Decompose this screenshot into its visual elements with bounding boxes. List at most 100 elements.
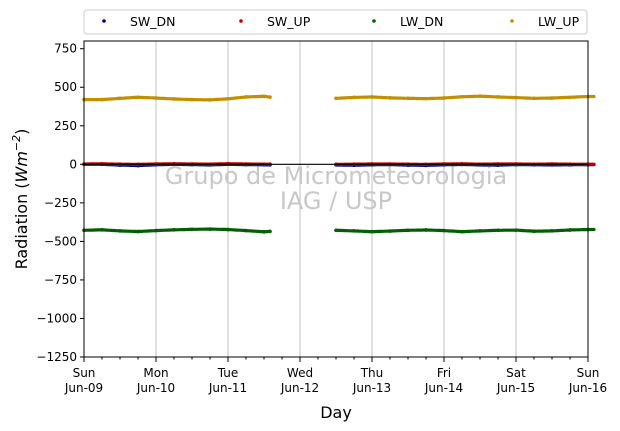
data-point: [568, 95, 572, 100]
grid-lines: [83, 41, 589, 357]
x-tick-label-date: Jun-12: [280, 381, 319, 395]
data-point: [190, 97, 194, 102]
y-tick-label: 750: [54, 42, 77, 56]
data-point: [532, 229, 536, 234]
data-point: [496, 228, 500, 233]
data-point: [136, 229, 140, 234]
y-axis-title: Radiation (Wm−2): [10, 129, 31, 270]
legend: SW_DN SW_UP LW_DN LW_UP: [83, 9, 588, 35]
y-title-prefix: Radiation (: [12, 182, 31, 269]
data-point: [514, 228, 518, 232]
data-point: [478, 94, 482, 98]
data-point: [268, 95, 272, 99]
series-lw-up: [82, 94, 596, 102]
x-tick-label-date: Jun-14: [424, 381, 463, 395]
y-title-exponent: −2: [10, 135, 23, 151]
data-point: [460, 95, 464, 99]
legend-label: SW_DN: [130, 14, 176, 29]
data-point: [550, 229, 554, 233]
data-point: [370, 95, 374, 99]
data-point: [226, 97, 230, 101]
x-tick-label-day: Sun: [577, 366, 600, 380]
data-point: [172, 228, 176, 232]
y-tick-label: −500: [44, 234, 77, 248]
x-axis: SunJun-09MonJun-10TueJun-11WedJun-12ThuJ…: [64, 357, 607, 395]
y-tick-label: −1250: [36, 350, 77, 364]
watermark: Grupo de Micrometeorologia IAG / USP: [165, 162, 507, 215]
watermark-line-2: IAG / USP: [280, 187, 392, 215]
legend-marker: [239, 19, 243, 23]
data-point: [568, 228, 572, 232]
data-point: [460, 229, 464, 234]
series-lw-dn: [82, 227, 596, 234]
y-tick-label: 250: [54, 119, 77, 133]
x-tick-label-date: Jun-13: [352, 381, 391, 395]
legend-marker: [102, 19, 106, 23]
x-tick-label-day: Fri: [437, 366, 451, 380]
data-point: [352, 229, 356, 233]
data-point: [442, 96, 446, 100]
data-point: [352, 95, 356, 100]
data-point: [118, 229, 122, 233]
data-point: [154, 96, 158, 100]
y-tick-label: −250: [44, 196, 77, 210]
x-tick-label-day: Tue: [217, 366, 239, 380]
data-point: [268, 229, 272, 234]
data-point: [154, 228, 158, 233]
data-point: [514, 95, 518, 100]
data-point: [334, 96, 338, 101]
x-tick-label-date: Jun-11: [208, 381, 247, 395]
y-tick-label: −1000: [36, 311, 77, 325]
data-point: [262, 94, 266, 99]
data-point: [172, 97, 176, 101]
data-point: [226, 161, 230, 166]
y-tick-label: 0: [69, 157, 77, 171]
data-point: [100, 97, 104, 102]
data-point: [388, 229, 392, 233]
x-tick-label-day: Mon: [143, 366, 168, 380]
series-line: [334, 227, 596, 234]
x-axis-title: Day: [320, 403, 352, 422]
data-point: [442, 228, 446, 233]
legend-marker: [510, 19, 514, 23]
legend-label: LW_UP: [538, 14, 580, 29]
data-point: [406, 228, 410, 233]
data-point: [388, 96, 392, 100]
x-tick-label-day: Thu: [360, 366, 384, 380]
legend-label: LW_DN: [400, 14, 443, 29]
y-title-suffix: ): [12, 129, 31, 135]
data-point: [262, 230, 266, 234]
y-title-unit: Wm: [12, 151, 31, 182]
data-point: [244, 228, 248, 233]
x-tick-label-day: Sun: [73, 366, 96, 380]
y-axis: −1250 −1000 −750 −500 −250 0 250 500 750: [36, 42, 84, 364]
data-point: [226, 227, 230, 232]
data-point: [118, 96, 122, 101]
x-tick-label-day: Sat: [506, 366, 526, 380]
legend-marker: [372, 19, 376, 23]
data-point: [334, 228, 338, 233]
data-point: [478, 229, 482, 233]
y-tick-label: 500: [54, 80, 77, 94]
data-point: [406, 96, 410, 101]
data-point: [208, 98, 212, 102]
data-point: [370, 229, 374, 234]
data-point: [136, 95, 140, 100]
data-point: [190, 227, 194, 232]
legend-label: SW_UP: [267, 14, 311, 29]
data-point: [208, 227, 212, 231]
data-point: [100, 228, 104, 232]
x-tick-label-date: Jun-16: [568, 381, 607, 395]
data-point: [244, 95, 248, 99]
series-line: [334, 94, 596, 101]
legend-frame: [83, 9, 588, 35]
data-point: [424, 228, 428, 232]
data-point: [424, 96, 428, 101]
data-point: [532, 96, 536, 101]
x-tick-label-date: Jun-09: [64, 381, 103, 395]
series-line: [82, 94, 272, 102]
x-tick-label-date: Jun-10: [136, 381, 175, 395]
x-tick-label-day: Wed: [287, 366, 313, 380]
series-line: [82, 227, 272, 234]
